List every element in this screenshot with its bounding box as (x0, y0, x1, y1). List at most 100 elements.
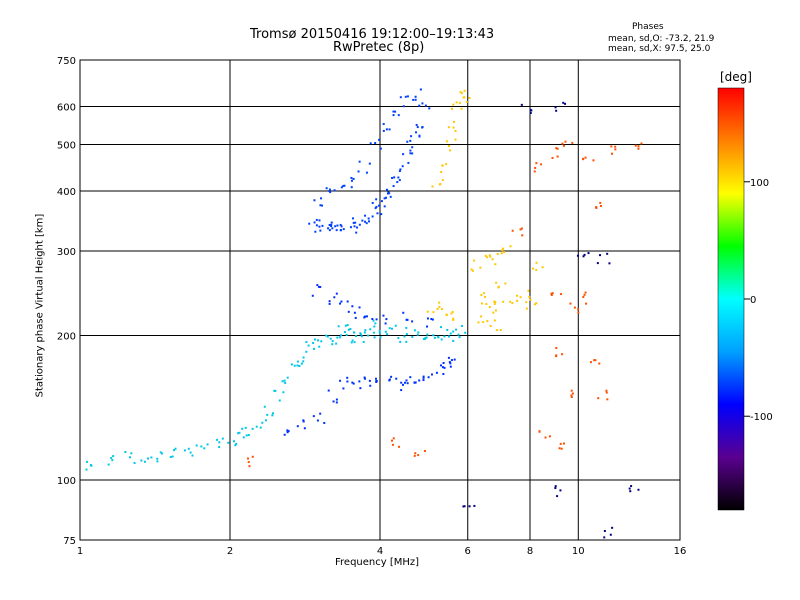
data-point (560, 293, 563, 296)
data-point (556, 147, 559, 150)
data-point (583, 253, 586, 256)
data-point (494, 263, 497, 266)
chart-subtitle: RwPretec (8p) (333, 40, 425, 55)
data-point (352, 221, 355, 224)
data-point (363, 331, 366, 334)
data-point (582, 255, 585, 258)
data-point (430, 373, 433, 376)
x-tick-label: 2 (227, 546, 233, 557)
data-point (424, 336, 427, 339)
data-point (334, 225, 337, 228)
data-point (329, 337, 332, 340)
data-point (402, 311, 405, 314)
data-point (317, 339, 320, 342)
data-point (298, 365, 301, 368)
data-point (473, 504, 476, 507)
data-point (447, 145, 450, 148)
data-point (367, 217, 370, 220)
data-point (368, 379, 371, 382)
data-point (500, 252, 503, 255)
data-point (358, 160, 361, 163)
data-point (218, 446, 221, 449)
data-point (538, 430, 541, 433)
data-point (390, 439, 393, 442)
data-point (533, 170, 536, 173)
data-point (353, 225, 356, 228)
data-point (445, 163, 448, 166)
data-point (319, 204, 322, 207)
data-point (406, 382, 409, 385)
data-point (493, 319, 496, 322)
data-point (351, 381, 354, 384)
y-tick-label: 500 (57, 141, 76, 152)
data-point (323, 421, 326, 424)
data-point (402, 105, 405, 108)
data-point (216, 438, 219, 441)
data-point (584, 291, 587, 294)
data-point (540, 163, 543, 166)
data-point (589, 361, 592, 364)
data-point (438, 301, 441, 304)
data-point (317, 285, 320, 288)
data-point (464, 331, 467, 334)
data-point (271, 412, 274, 415)
data-point (416, 126, 419, 129)
data-point (354, 221, 357, 224)
data-point (346, 380, 349, 383)
data-point (509, 245, 512, 248)
data-point (374, 377, 377, 380)
data-point (447, 356, 450, 359)
data-point (357, 170, 360, 173)
data-point (232, 440, 235, 443)
data-point (398, 179, 401, 182)
data-point (637, 488, 640, 491)
data-point (449, 362, 452, 365)
data-point (296, 364, 299, 367)
data-point (438, 183, 441, 186)
data-point (284, 381, 287, 384)
data-point (452, 318, 455, 321)
data-point (282, 391, 285, 394)
data-point (238, 431, 241, 434)
data-point (405, 379, 408, 382)
data-point (221, 437, 224, 440)
data-point (245, 434, 248, 437)
data-point (418, 134, 421, 137)
data-point (459, 91, 462, 94)
data-point (458, 336, 461, 339)
data-point (445, 140, 448, 143)
data-point (486, 320, 489, 323)
data-point (454, 138, 457, 141)
data-point (133, 462, 136, 465)
data-point (331, 227, 334, 230)
data-point (426, 310, 429, 313)
data-point (385, 196, 388, 199)
data-point (398, 170, 401, 173)
data-point (409, 152, 412, 155)
grid-lines (80, 60, 680, 540)
data-point (503, 251, 506, 254)
data-point (328, 300, 331, 303)
data-point (330, 221, 333, 224)
data-point (365, 222, 368, 225)
data-point (443, 366, 446, 369)
data-point (550, 292, 553, 295)
data-point (418, 379, 421, 382)
data-point (335, 342, 338, 345)
data-point (460, 107, 463, 110)
data-point (281, 380, 284, 383)
data-point (345, 333, 348, 336)
data-point (450, 107, 453, 110)
data-point (484, 254, 487, 257)
data-point (364, 214, 367, 217)
data-point (318, 345, 321, 348)
data-point (451, 310, 454, 313)
data-point (404, 381, 407, 384)
data-point (319, 285, 322, 288)
data-point (423, 338, 426, 341)
data-point (411, 152, 414, 155)
data-point (452, 339, 455, 342)
data-point (321, 204, 324, 207)
data-point (449, 332, 452, 335)
data-point (457, 333, 460, 336)
